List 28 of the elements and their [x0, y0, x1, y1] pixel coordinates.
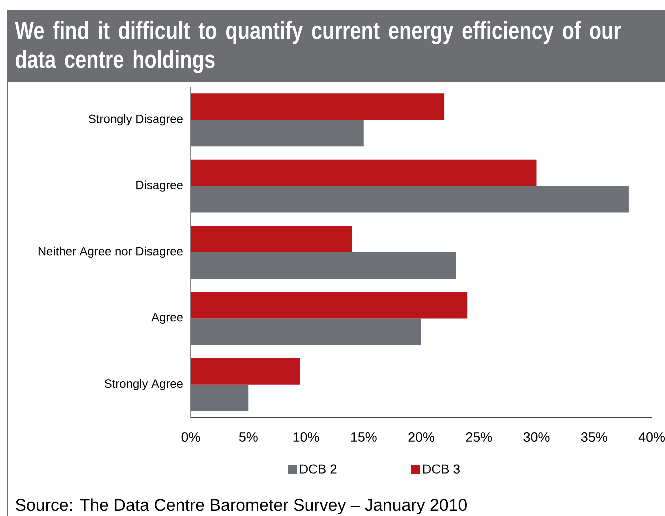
source-note: Source: The Data Centre Barometer Survey – January 2010	[16, 498, 467, 515]
y-tick-label: Disagree	[136, 180, 183, 192]
bar	[191, 318, 422, 346]
x-tick-label: 0%	[182, 432, 200, 442]
x-tick-label: 5%	[239, 432, 258, 442]
bar	[191, 120, 364, 147]
x-tick-label: 10%	[294, 432, 320, 442]
x-tick-label: 30%	[524, 432, 550, 442]
y-tick-label: Strongly Disagree	[89, 114, 183, 126]
bar	[191, 292, 468, 319]
x-tick-label: 25%	[466, 432, 492, 442]
x-tick-label: 20%	[408, 432, 434, 442]
x-tick-label: 40%	[638, 432, 665, 442]
bar	[191, 384, 249, 412]
bar	[191, 186, 629, 213]
legend-label: DCB 2	[300, 464, 337, 474]
x-tick-label: 35%	[581, 432, 608, 442]
bar	[191, 94, 445, 120]
chart-title: We find it difficult to quantify current energy efficiency of our data centre holdings	[15, 21, 622, 74]
bar	[191, 226, 352, 252]
bar	[191, 358, 300, 385]
y-tick-label: Neither Agree nor Disagree	[38, 246, 183, 258]
bar	[191, 252, 456, 279]
y-tick-label: Agree	[152, 313, 183, 324]
bar	[191, 160, 537, 186]
y-tick-label: Strongly Agree	[104, 379, 183, 390]
x-tick-label: 15%	[351, 432, 377, 442]
legend-label: DCB 3	[423, 464, 460, 474]
